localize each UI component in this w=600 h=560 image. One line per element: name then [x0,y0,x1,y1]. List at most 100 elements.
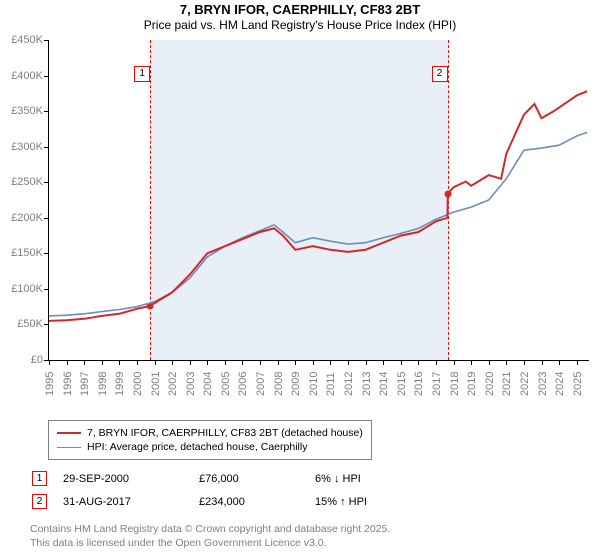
x-tick [49,360,50,365]
sale-index-box: 2 [32,494,47,509]
x-tick-label: 2010 [308,372,320,396]
x-tick-label: 2019 [466,372,478,396]
x-tick [190,360,191,365]
x-tick [119,360,120,365]
y-tick-label: £400K [0,70,43,82]
x-tick-label: 2009 [290,372,302,396]
x-tick-label: 2016 [413,372,425,396]
x-tick [506,360,507,365]
y-tick-label: £100K [0,283,43,295]
x-tick-label: 2011 [325,372,337,396]
x-tick-label: 2004 [202,372,214,396]
x-tick [559,360,560,365]
x-tick [330,360,331,365]
sales-table-row: 2 31-AUG-2017£234,00015% ↑ HPI [32,491,381,512]
x-tick-label: 1997 [79,372,91,396]
sale-date: 31-AUG-2017 [63,491,197,512]
y-tick-label: £150K [0,247,43,259]
x-tick-label: 2001 [150,372,162,396]
sales-table-row: 1 29-SEP-2000£76,0006% ↓ HPI [32,468,381,489]
title-line-1: 7, BRYN IFOR, CAERPHILLY, CF83 2BT [0,2,600,17]
y-tick-label: £350K [0,105,43,117]
footnote: Contains HM Land Registry data © Crown c… [30,522,390,550]
chart-container: 7, BRYN IFOR, CAERPHILLY, CF83 2BT Price… [0,0,600,560]
x-tick-label: 1998 [97,372,109,396]
x-tick [454,360,455,365]
x-tick-label: 2015 [396,372,408,396]
x-tick [155,360,156,365]
sale-price: £76,000 [199,468,313,489]
sales-table: 1 29-SEP-2000£76,0006% ↓ HPI 2 31-AUG-2017£… [30,466,383,514]
footnote-line-1: Contains HM Land Registry data © Crown c… [30,522,390,536]
legend: 7, BRYN IFOR, CAERPHILLY, CF83 2BT (deta… [48,420,372,460]
x-tick-label: 2006 [237,372,249,396]
legend-row: HPI: Average price, detached house, Caer… [57,441,363,453]
x-tick [102,360,103,365]
x-tick [489,360,490,365]
sale-index-box: 1 [32,471,47,486]
sale-delta: 6% ↓ HPI [315,468,381,489]
x-tick-label: 1995 [44,372,56,396]
x-tick [225,360,226,365]
y-tick-label: £250K [0,176,43,188]
x-tick [207,360,208,365]
legend-row: 7, BRYN IFOR, CAERPHILLY, CF83 2BT (deta… [57,427,363,439]
x-tick-label: 2021 [501,372,513,396]
x-tick [542,360,543,365]
x-tick-label: 2024 [554,372,566,396]
x-tick [67,360,68,365]
x-tick-label: 2018 [449,372,461,396]
title-block: 7, BRYN IFOR, CAERPHILLY, CF83 2BT Price… [0,0,600,32]
x-tick-label: 2008 [273,372,285,396]
y-tick-label: £300K [0,141,43,153]
x-tick [577,360,578,365]
x-tick [313,360,314,365]
sale-date: 29-SEP-2000 [63,468,197,489]
x-tick-label: 2020 [484,372,496,396]
series-line [49,91,587,321]
x-tick-label: 2000 [132,372,144,396]
series-svg [49,40,589,360]
x-tick-label: 2014 [378,372,390,396]
sale-delta: 15% ↑ HPI [315,491,381,512]
x-tick-label: 2025 [572,372,584,396]
x-tick-label: 2022 [519,372,531,396]
x-tick [366,360,367,365]
x-tick-label: 2005 [220,372,232,396]
y-tick-label: £50K [0,318,43,330]
x-tick-label: 2007 [255,372,267,396]
x-tick [383,360,384,365]
legend-swatch [57,447,81,448]
x-tick-label: 2003 [185,372,197,396]
sale-price: £234,000 [199,491,313,512]
x-tick [242,360,243,365]
x-tick-label: 2002 [167,372,179,396]
x-tick [278,360,279,365]
legend-label: HPI: Average price, detached house, Caer… [87,441,307,453]
y-tick-label: £200K [0,212,43,224]
footnote-line-2: This data is licensed under the Open Gov… [30,536,390,550]
x-tick [524,360,525,365]
x-tick-label: 1996 [62,372,74,396]
x-tick [471,360,472,365]
x-tick [436,360,437,365]
x-tick [348,360,349,365]
y-tick-label: £0 [0,354,43,366]
legend-label: 7, BRYN IFOR, CAERPHILLY, CF83 2BT (deta… [87,427,363,439]
x-tick-label: 2013 [361,372,373,396]
x-tick [260,360,261,365]
x-tick-label: 1999 [114,372,126,396]
series-line [49,132,587,316]
x-tick [401,360,402,365]
y-tick-label: £450K [0,34,43,46]
x-tick [137,360,138,365]
x-tick-label: 2012 [343,372,355,396]
x-tick-label: 2017 [431,372,443,396]
x-tick [84,360,85,365]
x-tick [418,360,419,365]
title-line-2: Price paid vs. HM Land Registry's House … [0,18,600,32]
x-tick-label: 2023 [537,372,549,396]
x-tick [295,360,296,365]
legend-swatch [57,432,81,434]
plot-area: 12 [48,40,589,361]
